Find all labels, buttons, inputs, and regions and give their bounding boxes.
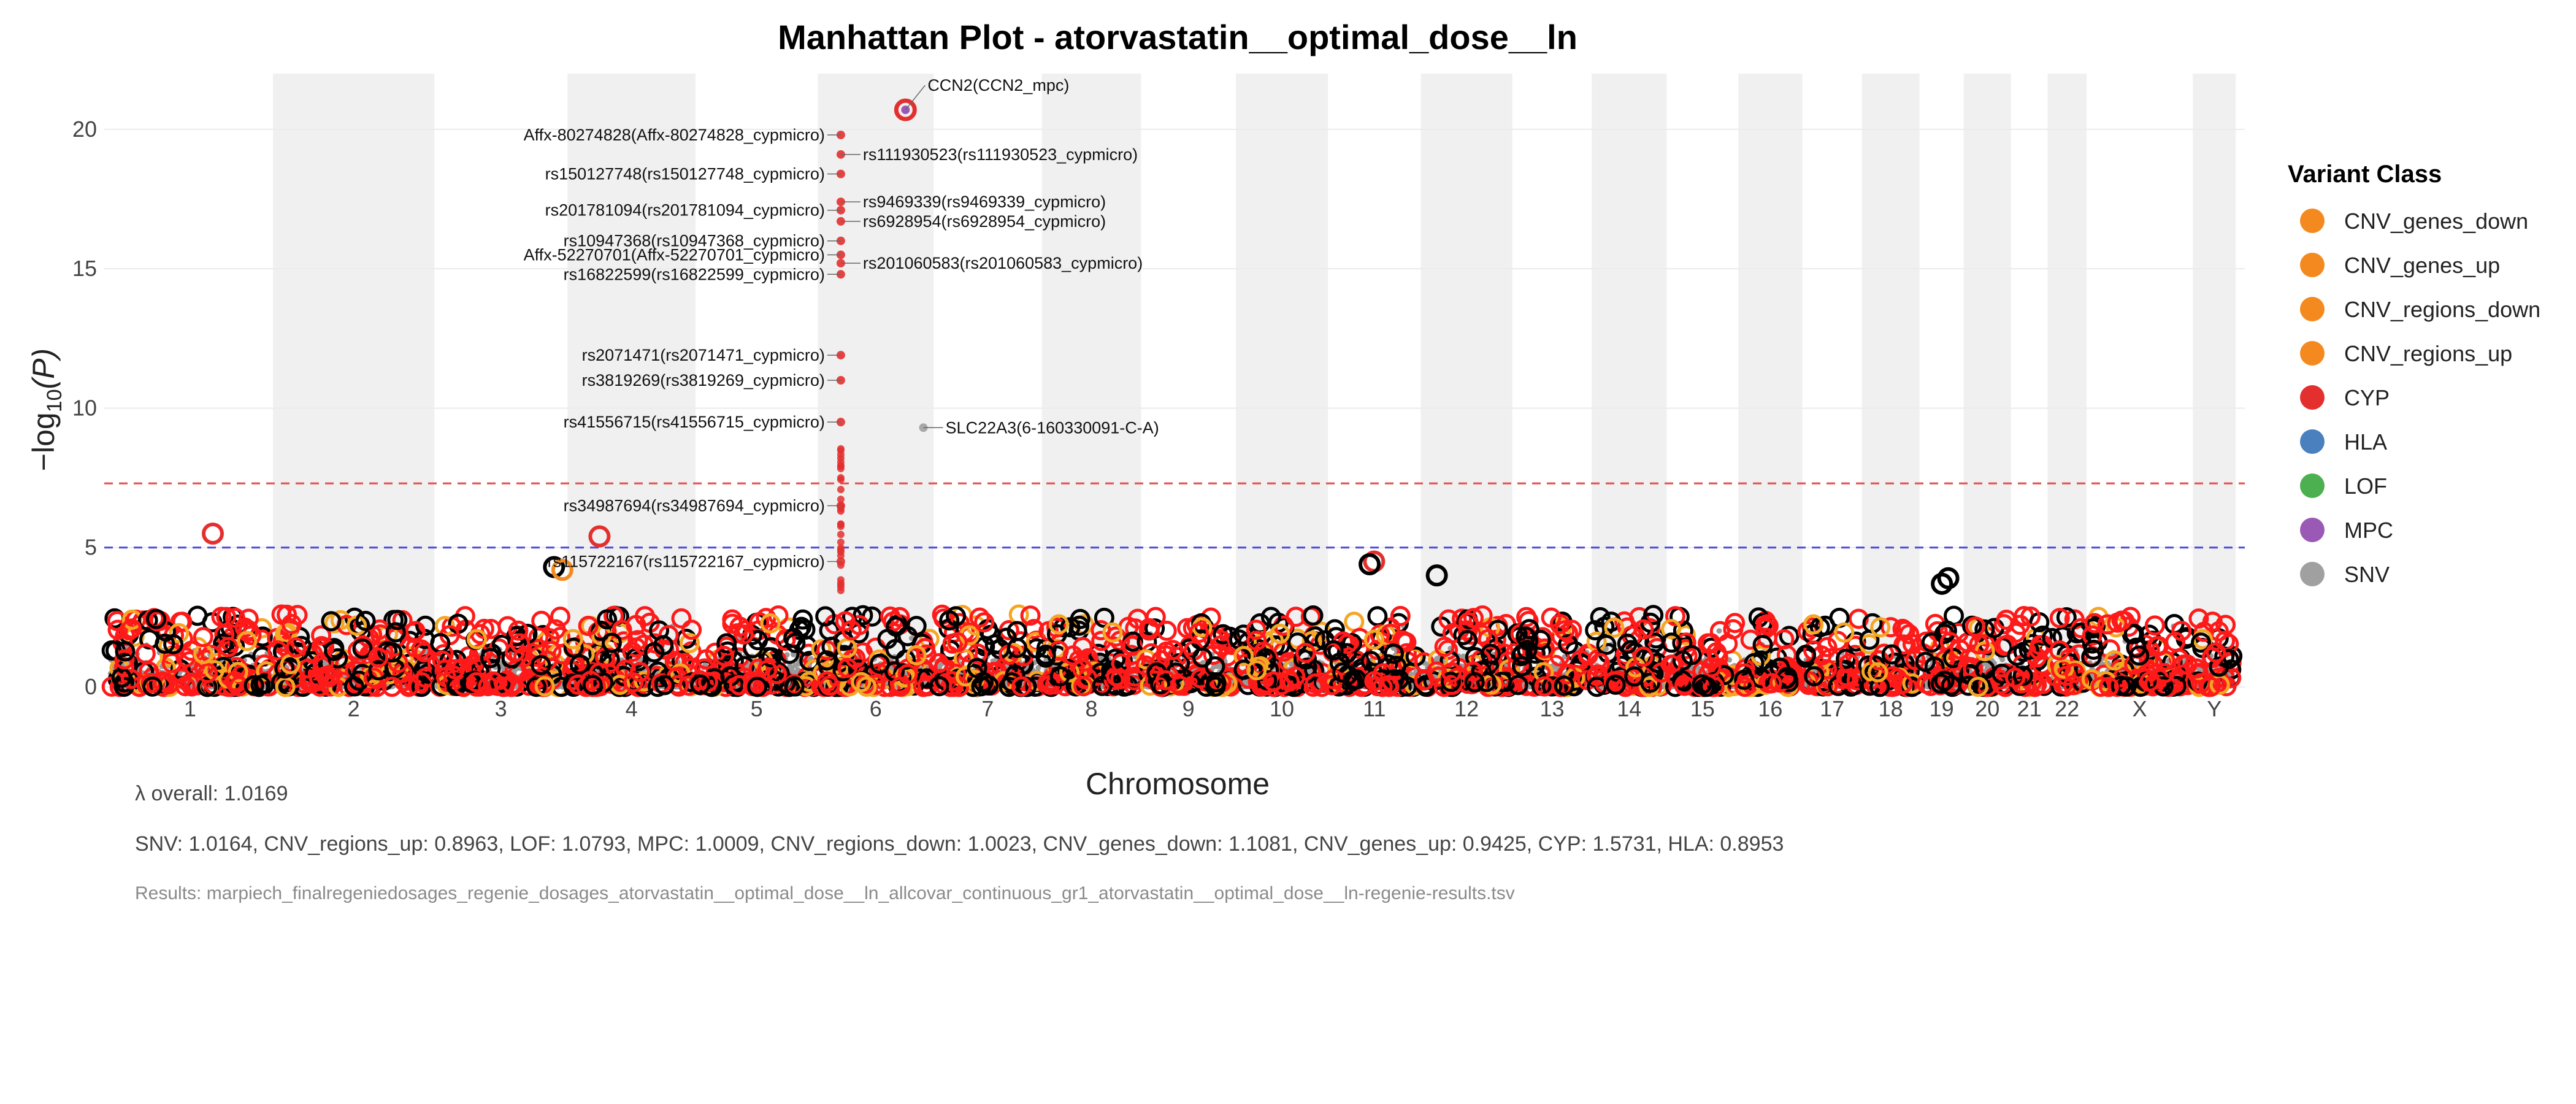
chromosome-band-Y bbox=[2193, 74, 2236, 687]
chromosome-band-20 bbox=[1963, 74, 2011, 687]
chromosome-bands bbox=[273, 74, 2236, 687]
chart-title: Manhattan Plot - atorvastatin__optimal_d… bbox=[778, 18, 1577, 56]
snv-point bbox=[791, 651, 797, 657]
chromosome-band-2 bbox=[273, 74, 435, 687]
chromosome-band-22 bbox=[2047, 74, 2087, 687]
chromosome-band-18 bbox=[1861, 74, 1920, 687]
chromosome-band-14 bbox=[1592, 74, 1667, 687]
snv-point bbox=[322, 660, 328, 666]
chromosome-band-16 bbox=[1738, 74, 1803, 687]
chromosome-band-8 bbox=[1041, 74, 1141, 687]
background-snv-points bbox=[101, 604, 2243, 697]
chromosome-band-10 bbox=[1235, 74, 1328, 687]
chromosome-band-12 bbox=[1420, 74, 1512, 687]
chromosome-band-4 bbox=[567, 74, 696, 687]
snv-point bbox=[791, 669, 797, 675]
